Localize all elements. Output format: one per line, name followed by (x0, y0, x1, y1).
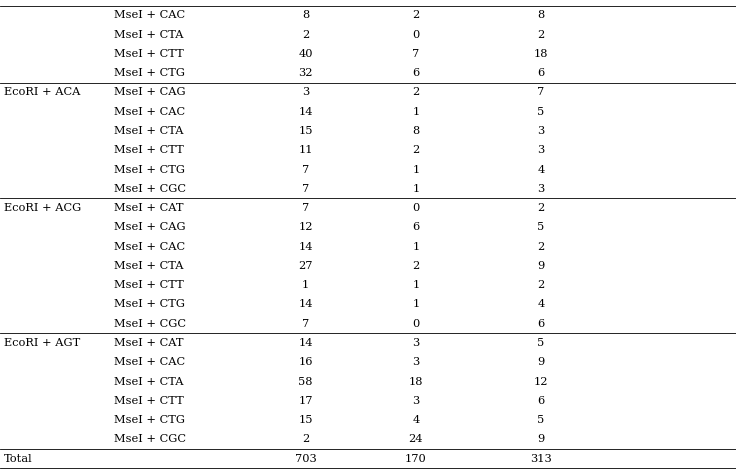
Text: 3: 3 (537, 126, 545, 136)
Text: 5: 5 (537, 107, 545, 117)
Text: 5: 5 (537, 415, 545, 425)
Text: MseI + CTT: MseI + CTT (114, 49, 184, 59)
Text: MseI + CTA: MseI + CTA (114, 261, 183, 271)
Text: EcoRI + AGT: EcoRI + AGT (4, 338, 80, 348)
Text: 2: 2 (412, 10, 420, 20)
Text: 7: 7 (302, 164, 309, 174)
Text: 18: 18 (408, 376, 423, 387)
Text: MseI + CAT: MseI + CAT (114, 203, 183, 213)
Text: 7: 7 (302, 184, 309, 194)
Text: 0: 0 (412, 203, 420, 213)
Text: MseI + CAG: MseI + CAG (114, 222, 185, 232)
Text: 2: 2 (537, 203, 545, 213)
Text: MseI + CTG: MseI + CTG (114, 68, 185, 78)
Text: MseI + CGC: MseI + CGC (114, 184, 186, 194)
Text: MseI + CTA: MseI + CTA (114, 376, 183, 387)
Text: 8: 8 (537, 10, 545, 20)
Text: 15: 15 (298, 126, 313, 136)
Text: MseI + CTG: MseI + CTG (114, 415, 185, 425)
Text: 8: 8 (302, 10, 309, 20)
Text: MseI + CAC: MseI + CAC (114, 242, 185, 252)
Text: 12: 12 (534, 376, 548, 387)
Text: 3: 3 (302, 87, 309, 98)
Text: 1: 1 (412, 184, 420, 194)
Text: 1: 1 (412, 164, 420, 174)
Text: MseI + CTG: MseI + CTG (114, 300, 185, 310)
Text: 2: 2 (302, 434, 309, 445)
Text: 6: 6 (537, 68, 545, 78)
Text: 1: 1 (412, 242, 420, 252)
Text: 14: 14 (298, 107, 313, 117)
Text: 6: 6 (412, 222, 420, 232)
Text: 3: 3 (412, 338, 420, 348)
Text: 27: 27 (298, 261, 313, 271)
Text: 4: 4 (537, 164, 545, 174)
Text: 0: 0 (412, 319, 420, 329)
Text: 12: 12 (298, 222, 313, 232)
Text: 9: 9 (537, 261, 545, 271)
Text: 3: 3 (537, 184, 545, 194)
Text: 16: 16 (298, 357, 313, 367)
Text: MseI + CTA: MseI + CTA (114, 29, 183, 40)
Text: 2: 2 (302, 29, 309, 40)
Text: 9: 9 (537, 434, 545, 445)
Text: 40: 40 (298, 49, 313, 59)
Text: 6: 6 (537, 396, 545, 406)
Text: 1: 1 (412, 280, 420, 290)
Text: 2: 2 (412, 87, 420, 98)
Text: 17: 17 (298, 396, 313, 406)
Text: 3: 3 (412, 357, 420, 367)
Text: 5: 5 (537, 338, 545, 348)
Text: EcoRI + ACA: EcoRI + ACA (4, 87, 80, 98)
Text: MseI + CAT: MseI + CAT (114, 338, 183, 348)
Text: MseI + CAG: MseI + CAG (114, 87, 185, 98)
Text: 11: 11 (298, 145, 313, 155)
Text: 2: 2 (537, 242, 545, 252)
Text: 2: 2 (412, 145, 420, 155)
Text: 7: 7 (302, 203, 309, 213)
Text: 4: 4 (412, 415, 420, 425)
Text: 7: 7 (302, 319, 309, 329)
Text: 14: 14 (298, 338, 313, 348)
Text: 6: 6 (537, 319, 545, 329)
Text: 4: 4 (537, 300, 545, 310)
Text: 5: 5 (537, 222, 545, 232)
Text: EcoRI + ACG: EcoRI + ACG (4, 203, 81, 213)
Text: MseI + CGC: MseI + CGC (114, 434, 186, 445)
Text: 9: 9 (537, 357, 545, 367)
Text: 313: 313 (530, 454, 552, 464)
Text: 170: 170 (405, 454, 427, 464)
Text: 3: 3 (412, 396, 420, 406)
Text: 24: 24 (408, 434, 423, 445)
Text: MseI + CAC: MseI + CAC (114, 10, 185, 20)
Text: 58: 58 (298, 376, 313, 387)
Text: 8: 8 (412, 126, 420, 136)
Text: MseI + CAC: MseI + CAC (114, 357, 185, 367)
Text: 1: 1 (412, 107, 420, 117)
Text: 6: 6 (412, 68, 420, 78)
Text: 14: 14 (298, 300, 313, 310)
Text: 18: 18 (534, 49, 548, 59)
Text: MseI + CTA: MseI + CTA (114, 126, 183, 136)
Text: 15: 15 (298, 415, 313, 425)
Text: MseI + CTT: MseI + CTT (114, 145, 184, 155)
Text: 2: 2 (537, 280, 545, 290)
Text: 2: 2 (412, 261, 420, 271)
Text: 7: 7 (537, 87, 545, 98)
Text: 7: 7 (412, 49, 420, 59)
Text: MseI + CGC: MseI + CGC (114, 319, 186, 329)
Text: 3: 3 (537, 145, 545, 155)
Text: MseI + CTG: MseI + CTG (114, 164, 185, 174)
Text: 14: 14 (298, 242, 313, 252)
Text: 1: 1 (412, 300, 420, 310)
Text: MseI + CTT: MseI + CTT (114, 280, 184, 290)
Text: 0: 0 (412, 29, 420, 40)
Text: MseI + CTT: MseI + CTT (114, 396, 184, 406)
Text: 2: 2 (537, 29, 545, 40)
Text: 1: 1 (302, 280, 309, 290)
Text: 32: 32 (298, 68, 313, 78)
Text: Total: Total (4, 454, 32, 464)
Text: MseI + CAC: MseI + CAC (114, 107, 185, 117)
Text: 703: 703 (294, 454, 316, 464)
